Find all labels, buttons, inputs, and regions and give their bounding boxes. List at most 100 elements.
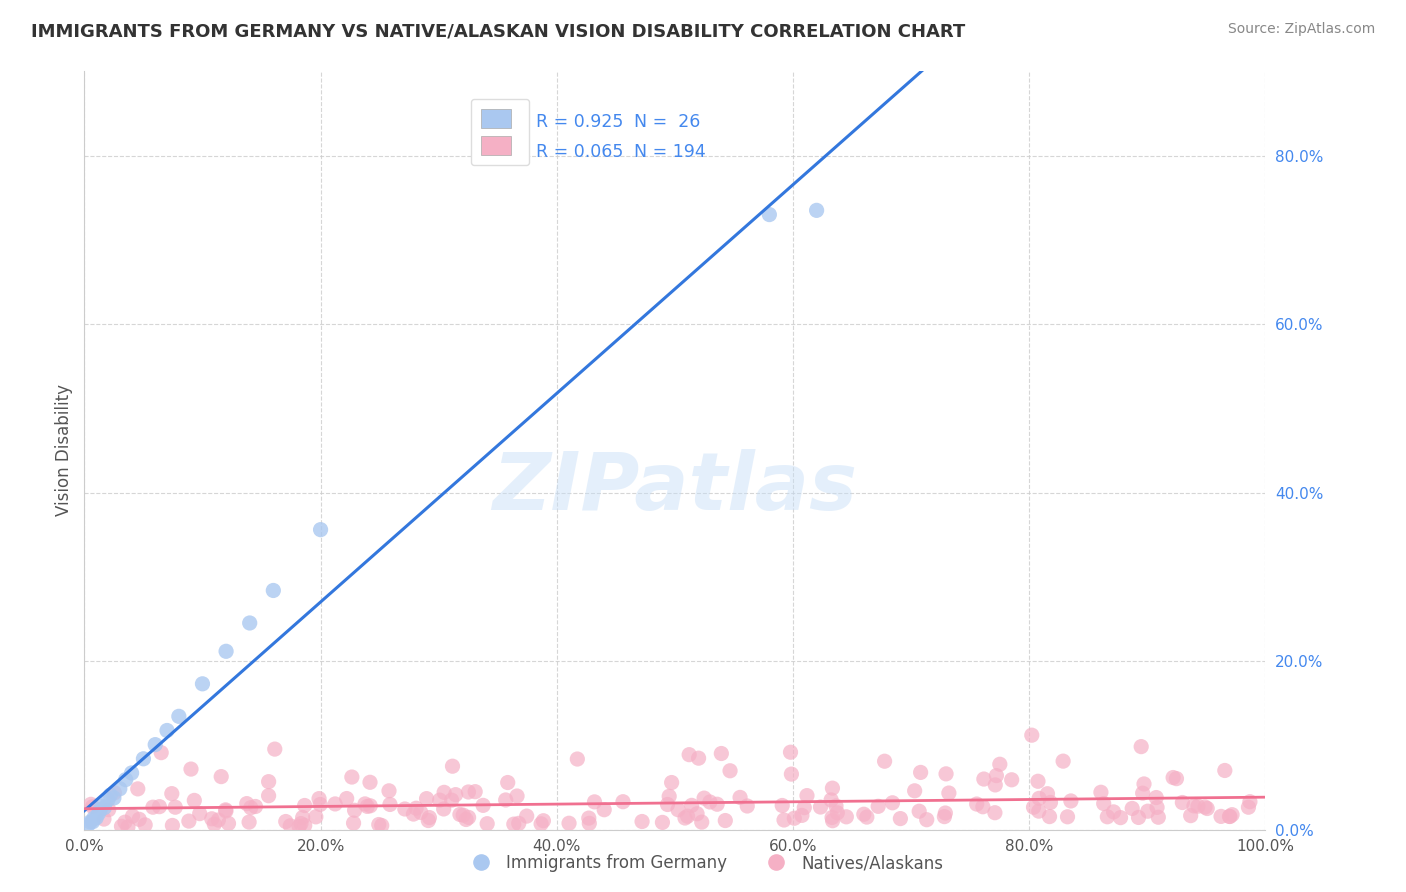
Point [578, 816, 600, 830]
Point [938, 786, 960, 800]
Point [165, 800, 187, 814]
Point [356, 799, 378, 814]
Point [1136, 804, 1159, 818]
Legend: , : , [471, 99, 529, 166]
Point [735, 799, 758, 814]
Point [1220, 807, 1243, 822]
Point [440, 793, 463, 807]
Point [257, 789, 280, 803]
Point [1052, 754, 1074, 768]
Point [1109, 811, 1132, 825]
Point [821, 814, 844, 828]
Text: R = 0.925: R = 0.925 [536, 113, 623, 131]
Point [183, 793, 205, 807]
Point [415, 791, 437, 805]
Point [1147, 810, 1170, 824]
Text: Natives/Alaskans: Natives/Alaskans [801, 855, 943, 872]
Point [274, 814, 297, 829]
Point [132, 752, 155, 766]
Point [83, 811, 105, 825]
Point [418, 811, 440, 825]
Point [117, 820, 139, 834]
Point [825, 799, 848, 814]
Point [82, 799, 104, 814]
Point [1209, 809, 1232, 823]
Point [89, 803, 111, 817]
Point [984, 805, 1007, 820]
Point [354, 797, 377, 811]
Point [309, 797, 332, 812]
Point [236, 797, 259, 811]
Point [405, 801, 427, 815]
Point [336, 791, 359, 805]
Point [464, 785, 486, 799]
Point [690, 815, 713, 830]
Point [177, 814, 200, 829]
Point [359, 775, 381, 789]
Point [984, 778, 1007, 792]
Point [429, 793, 451, 807]
Point [661, 775, 683, 789]
Text: ZIPatlas: ZIPatlas [492, 450, 858, 527]
Point [143, 738, 166, 752]
Point [215, 644, 238, 658]
Point [1182, 798, 1205, 813]
Point [1239, 795, 1261, 809]
Point [97, 792, 120, 806]
Point [1171, 796, 1194, 810]
Point [1146, 800, 1168, 814]
Point [98, 788, 121, 802]
Point [127, 781, 149, 796]
Point [370, 818, 392, 832]
Point [239, 800, 262, 814]
Point [378, 797, 401, 812]
Point [394, 802, 416, 816]
Point [821, 810, 844, 824]
Point [790, 808, 813, 822]
Point [108, 781, 131, 796]
Point [502, 817, 524, 831]
Point [1039, 796, 1062, 810]
Point [1102, 805, 1125, 819]
Point [1121, 801, 1143, 815]
Point [710, 747, 733, 761]
Point [558, 816, 581, 830]
Point [1028, 791, 1050, 805]
Point [1218, 809, 1240, 823]
Point [1060, 794, 1083, 808]
Point [1166, 772, 1188, 786]
Point [160, 787, 183, 801]
Point [245, 799, 267, 814]
Point [180, 762, 202, 776]
Point [110, 819, 132, 833]
Point [114, 815, 136, 830]
Point [418, 814, 440, 828]
Point [218, 816, 240, 830]
Point [1036, 787, 1059, 801]
Text: N = 194: N = 194 [634, 144, 706, 161]
Point [294, 798, 316, 813]
Point [728, 790, 751, 805]
Point [290, 816, 312, 830]
Point [82, 814, 104, 829]
Point [495, 793, 517, 807]
Point [87, 806, 110, 821]
Point [305, 810, 328, 824]
Point [342, 816, 364, 830]
Point [1133, 777, 1156, 791]
Point [167, 709, 190, 723]
Point [758, 208, 780, 222]
Point [972, 799, 994, 814]
Point [988, 757, 1011, 772]
Point [1237, 800, 1260, 814]
Point [835, 810, 858, 824]
Point [77, 818, 100, 832]
Point [278, 819, 301, 833]
Point [215, 804, 238, 818]
Point [496, 775, 519, 789]
Point [103, 791, 125, 805]
Point [806, 203, 828, 218]
Point [457, 810, 479, 824]
Point [134, 818, 156, 832]
Point [508, 816, 530, 830]
